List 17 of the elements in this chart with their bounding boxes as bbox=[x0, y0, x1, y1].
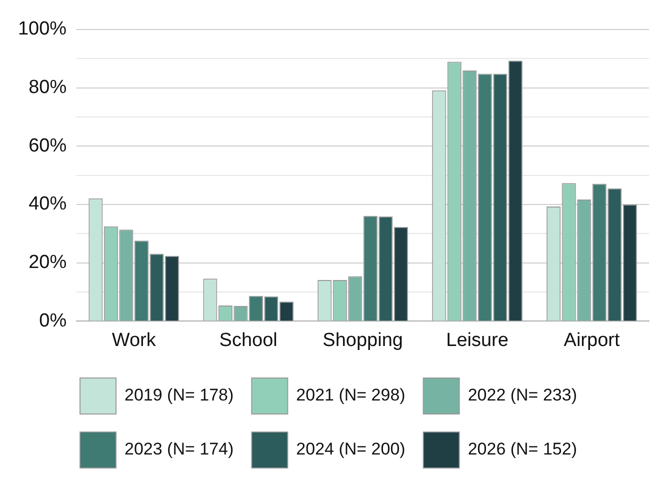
y-tick-label: 80% bbox=[28, 76, 67, 98]
x-tick-label: Shopping bbox=[322, 330, 403, 351]
y-tick-label: 20% bbox=[28, 252, 67, 274]
x-tick-label: Work bbox=[112, 330, 156, 351]
x-tick-label: School bbox=[219, 330, 278, 351]
legend-label: 2021 (N= 298) bbox=[296, 386, 406, 405]
x-tick-label: Leisure bbox=[446, 330, 508, 351]
legend-label: 2019 (N= 178) bbox=[124, 386, 234, 405]
y-tick-label: 60% bbox=[28, 135, 67, 156]
legend-label: 2026 (N= 152) bbox=[468, 440, 577, 459]
y-tick-label: 40% bbox=[28, 194, 67, 215]
legend-label: 2023 (N= 174) bbox=[124, 440, 234, 459]
y-tick-label: 100% bbox=[18, 18, 67, 40]
legend-label: 2024 (N= 200) bbox=[296, 440, 406, 459]
x-tick-label: Airport bbox=[564, 330, 620, 351]
y-tick-label: 0% bbox=[39, 310, 67, 332]
legend-label: 2022 (N= 233) bbox=[468, 386, 577, 405]
